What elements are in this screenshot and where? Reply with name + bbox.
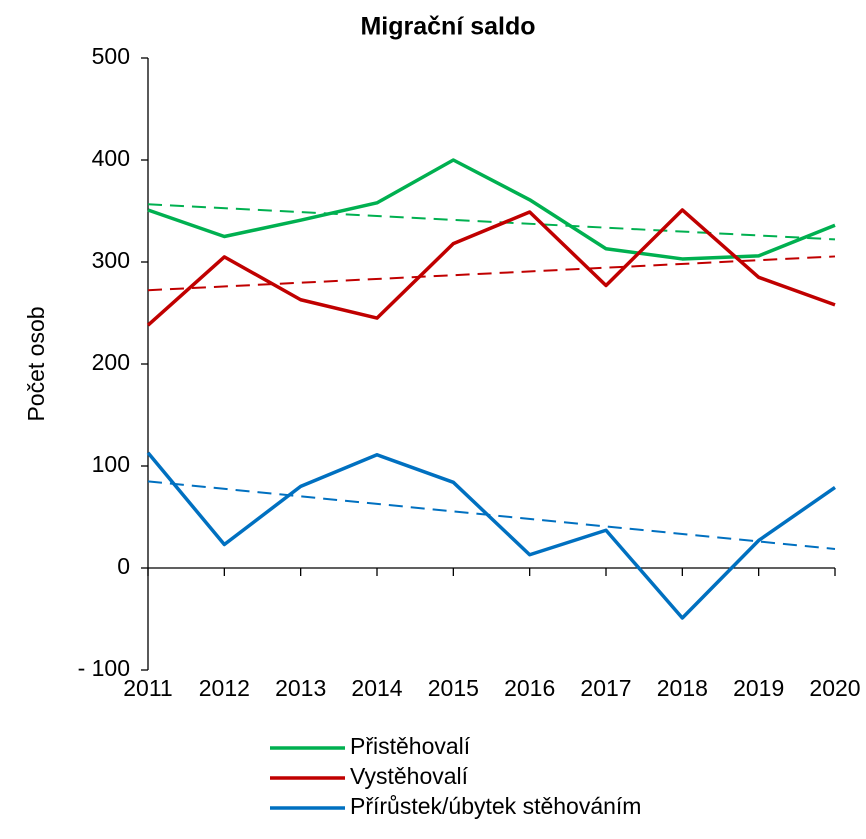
legend-label: Přistěhovalí — [350, 733, 471, 759]
data-line — [147, 158, 836, 261]
legend-label: Přírůstek/úbytek stěhováním — [350, 793, 641, 819]
y-tick-label: 200 — [92, 349, 130, 375]
x-tick-label: 2015 — [428, 675, 479, 701]
trend-line — [147, 255, 836, 292]
y-tick-label: 500 — [92, 43, 130, 69]
trend-line — [147, 203, 836, 241]
x-tick-label: 2012 — [199, 675, 250, 701]
y-tick-label: 400 — [92, 145, 130, 171]
x-tick-label: 2019 — [733, 675, 784, 701]
x-tick-label: 2018 — [657, 675, 708, 701]
x-tick-label: 2014 — [351, 675, 402, 701]
x-tick-label: 2020 — [809, 675, 860, 701]
legend-label: Vystěhovalí — [350, 763, 469, 789]
x-tick-label: 2016 — [504, 675, 555, 701]
x-tick-label: 2013 — [275, 675, 326, 701]
y-tick-label: - 100 — [78, 655, 130, 681]
x-tick-label: 2017 — [580, 675, 631, 701]
chart-title: Migrační saldo — [360, 13, 535, 41]
x-tick-label: 2011 — [123, 675, 172, 701]
y-tick-label: 100 — [92, 451, 130, 477]
data-line — [146, 451, 836, 620]
trend-line — [147, 480, 836, 550]
y-tick-label: 0 — [117, 553, 130, 579]
y-tick-label: 300 — [92, 247, 130, 273]
y-axis-label: Počet osob — [23, 306, 49, 421]
data-line — [146, 208, 836, 327]
